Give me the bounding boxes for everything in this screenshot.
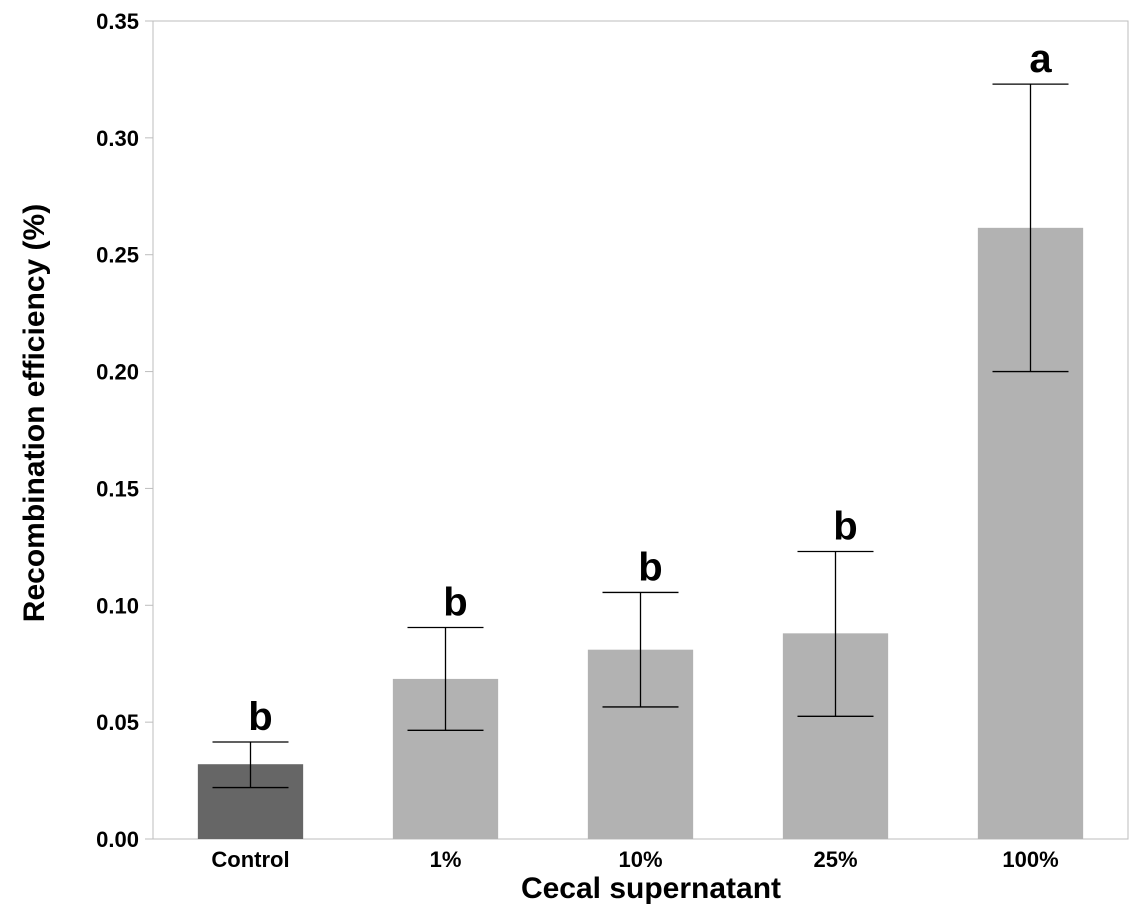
y-tick-label: 0.20 xyxy=(96,360,139,385)
significance-label: b xyxy=(638,545,662,589)
significance-label: b xyxy=(248,695,272,739)
y-tick-label: 0.10 xyxy=(96,593,139,618)
significance-label: b xyxy=(443,580,467,624)
x-tick-label: Control xyxy=(211,847,289,872)
significance-label: a xyxy=(1029,37,1052,81)
x-axis-title: Cecal supernatant xyxy=(521,872,781,905)
x-tick-label: 10% xyxy=(618,847,662,872)
y-tick-label: 0.05 xyxy=(96,710,139,735)
y-tick-label: 0.30 xyxy=(96,126,139,151)
y-tick-label: 0.35 xyxy=(96,9,139,34)
significance-labels-group: b b b b a xyxy=(248,37,1052,739)
x-axis-ticks: Control 1% 10% 25% 100% xyxy=(211,847,1058,872)
y-axis-ticks: 0.00 0.05 0.10 0.15 0.20 0.25 0.30 0.35 xyxy=(96,9,153,852)
y-axis-title: Recombination efficiency (%) xyxy=(18,204,51,622)
x-tick-label: 100% xyxy=(1002,847,1058,872)
x-tick-label: 25% xyxy=(813,847,857,872)
y-tick-label: 0.25 xyxy=(96,243,139,268)
error-bars-group xyxy=(212,83,1069,789)
y-tick-label: 0.15 xyxy=(96,476,139,501)
bars-group xyxy=(197,227,1084,839)
y-tick-label: 0.00 xyxy=(96,827,139,852)
significance-label: b xyxy=(833,505,857,549)
x-tick-label: 1% xyxy=(430,847,462,872)
